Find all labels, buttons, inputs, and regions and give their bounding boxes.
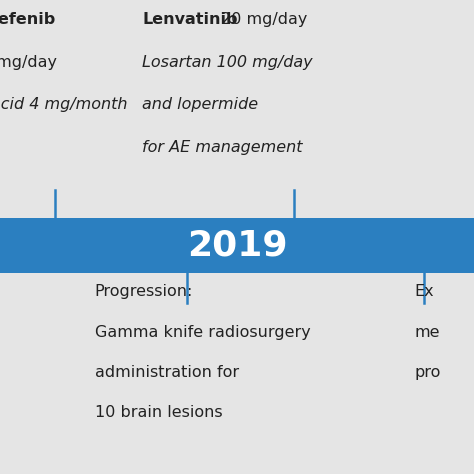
Text: Losartan 100 mg/day: Losartan 100 mg/day: [142, 55, 313, 70]
Text: pro: pro: [415, 365, 441, 380]
Text: mg/day: mg/day: [0, 55, 56, 70]
Text: refenib: refenib: [0, 12, 56, 27]
Text: 20 mg/day: 20 mg/day: [216, 12, 307, 27]
Bar: [0, 218, 474, 273]
Text: for AE management: for AE management: [142, 140, 303, 155]
Text: me: me: [415, 325, 440, 340]
Text: Lenvatinib: Lenvatinib: [142, 12, 237, 27]
Text: and lopermide: and lopermide: [142, 97, 258, 112]
Text: 2019: 2019: [187, 228, 287, 262]
Text: administration for: administration for: [95, 365, 239, 380]
Text: Ex: Ex: [415, 284, 434, 300]
Text: acid 4 mg/month: acid 4 mg/month: [0, 97, 127, 112]
Text: Progression:: Progression:: [95, 284, 193, 300]
Text: Gamma knife radiosurgery: Gamma knife radiosurgery: [95, 325, 310, 340]
Text: 10 brain lesions: 10 brain lesions: [95, 405, 222, 420]
